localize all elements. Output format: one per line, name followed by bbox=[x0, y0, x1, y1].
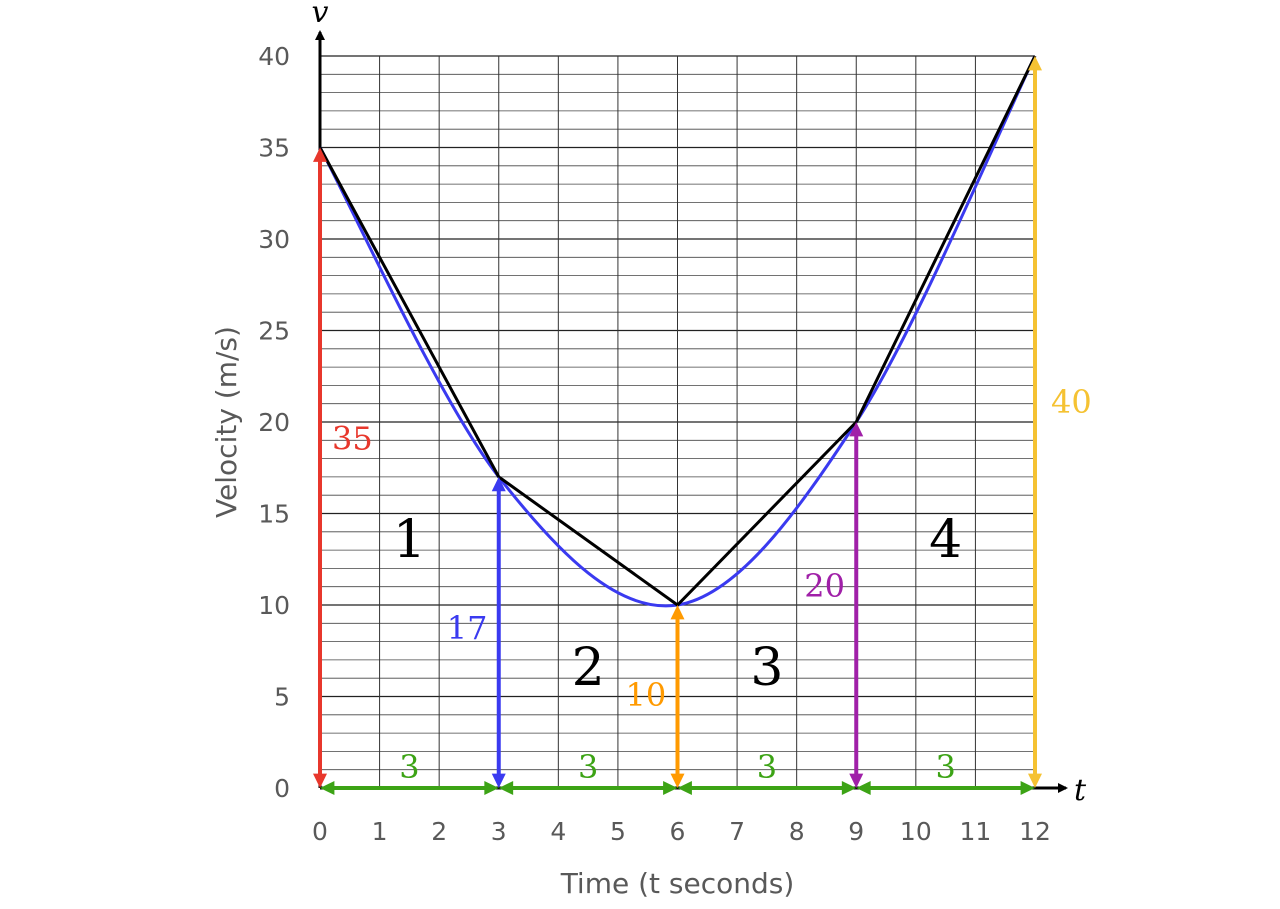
y-tick-label: 35 bbox=[258, 134, 290, 163]
ordinate-label: 35 bbox=[332, 420, 373, 458]
ordinate-label: 20 bbox=[804, 567, 845, 605]
x-tick-label: 12 bbox=[1019, 817, 1051, 846]
ordinate-arrow-head bbox=[670, 773, 685, 788]
strip-width-arrow bbox=[677, 781, 857, 795]
x-tick-label: 0 bbox=[312, 817, 328, 846]
region-label: 3 bbox=[750, 638, 783, 698]
strip-width-label: 3 bbox=[757, 748, 777, 786]
strip-width-arrow-head bbox=[663, 781, 678, 795]
x-tick-label: 8 bbox=[789, 817, 805, 846]
x-tick-label: 1 bbox=[372, 817, 388, 846]
x-tick-label: 11 bbox=[960, 817, 992, 846]
strip-width-arrow bbox=[320, 781, 499, 795]
y-tick-label: 25 bbox=[258, 317, 290, 346]
ordinate-arrow bbox=[313, 147, 327, 788]
region-label: 2 bbox=[572, 638, 605, 698]
x-axis-variable: t bbox=[1074, 773, 1087, 808]
strip-width-arrow-head bbox=[677, 781, 692, 795]
ordinate-arrow-head bbox=[313, 147, 327, 162]
ordinate-label: 40 bbox=[1051, 383, 1092, 421]
ordinate-arrow bbox=[1028, 56, 1042, 788]
y-tick-label: 30 bbox=[258, 225, 290, 254]
strip-width-arrow-head bbox=[841, 781, 857, 795]
strip-width-arrow-head bbox=[498, 781, 514, 795]
ordinate-arrow-head bbox=[313, 773, 327, 788]
x-tick-label: 3 bbox=[491, 817, 507, 846]
ordinate-arrow bbox=[849, 422, 864, 788]
x-tick-label: 6 bbox=[670, 817, 686, 846]
x-tick-label: 4 bbox=[550, 817, 566, 846]
ordinate-arrow bbox=[670, 605, 685, 788]
strip-width-arrow bbox=[856, 781, 1035, 795]
labels: Time (t seconds) Velocity (m/s) t v 12 34 bbox=[210, 0, 1087, 900]
strip-width-label: 3 bbox=[399, 748, 419, 786]
region-label: 4 bbox=[929, 510, 962, 570]
x-tick-label: 9 bbox=[848, 817, 864, 846]
ordinate-label: 17 bbox=[447, 609, 488, 647]
ordinate-arrow-head bbox=[491, 773, 506, 788]
x-tick-label: 10 bbox=[900, 817, 932, 846]
ordinate-arrow-head bbox=[849, 773, 864, 788]
y-axis-variable: v bbox=[312, 0, 329, 30]
ordinate-arrow-head bbox=[849, 422, 864, 437]
ordinate-arrow-head bbox=[491, 476, 506, 492]
y-tick-label: 40 bbox=[258, 42, 290, 71]
ordinate-arrow bbox=[491, 476, 506, 788]
ordinate-arrow-head bbox=[1028, 56, 1042, 71]
region-label: 1 bbox=[393, 510, 426, 570]
strip-width-arrow-head bbox=[856, 781, 871, 795]
ordinate-arrow-head bbox=[1028, 773, 1042, 788]
y-tick-label: 20 bbox=[258, 408, 290, 437]
x-tick-label: 5 bbox=[610, 817, 626, 846]
ordinate-label: 10 bbox=[626, 676, 667, 714]
x-axis-title: Time (t seconds) bbox=[560, 867, 795, 900]
y-axis-title: Velocity (m/s) bbox=[210, 326, 243, 518]
strip-width-arrow-head bbox=[1020, 781, 1035, 795]
x-tick-label: 2 bbox=[431, 817, 447, 846]
y-tick-label: 0 bbox=[274, 774, 290, 803]
strip-width-arrow-head bbox=[484, 781, 499, 795]
data-marks: 35 17 10 20 40 3 3 3 3 bbox=[313, 55, 1092, 795]
y-tick-label: 10 bbox=[258, 591, 290, 620]
y-tick-label: 15 bbox=[258, 500, 290, 529]
ordinate-arrow-head bbox=[670, 605, 685, 620]
strip-width-label: 3 bbox=[578, 748, 598, 786]
strip-width-arrow-head bbox=[320, 781, 335, 795]
x-tick-label: 7 bbox=[729, 817, 745, 846]
strip-width-arrow bbox=[498, 781, 678, 795]
strip-width-label: 3 bbox=[935, 748, 955, 786]
y-tick-label: 5 bbox=[274, 683, 290, 712]
